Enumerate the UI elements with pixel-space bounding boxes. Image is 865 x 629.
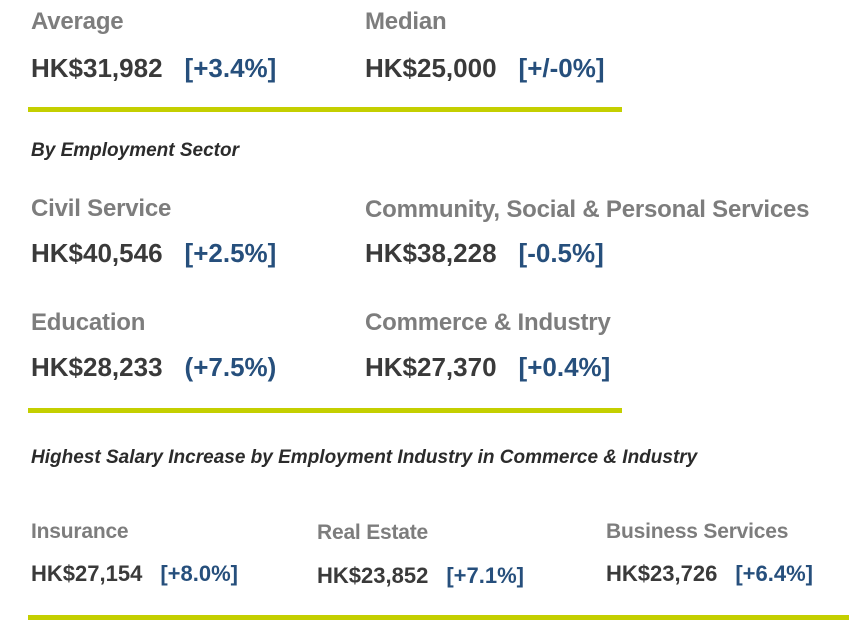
industry-stat-real-estate: HK$23,852 [+7.1%] [317, 563, 524, 589]
sector-stat-commerce-industry: HK$27,370 [+0.4%] [365, 352, 610, 383]
sector-label-commerce-industry: Commerce & Industry [365, 309, 611, 336]
sector-label-community-services: Community, Social & Personal Services [365, 196, 810, 223]
sector-value: HK$40,546 [31, 238, 163, 268]
average-change: [+3.4%] [184, 53, 277, 83]
sector-value: HK$27,370 [365, 352, 497, 382]
industry-value: HK$23,852 [317, 563, 429, 588]
sector-value: HK$38,228 [365, 238, 497, 268]
sector-stat-education: HK$28,233 (+7.5%) [31, 352, 276, 383]
industry-change: [+7.1%] [446, 563, 524, 588]
median-stat: HK$25,000 [+/-0%] [365, 53, 605, 84]
sector-label-civil-service: Civil Service [31, 195, 172, 222]
industry-heading: Highest Salary Increase by Employment In… [31, 447, 698, 468]
sector-stat-community-services: HK$38,228 [-0.5%] [365, 238, 604, 269]
divider-rule-2 [28, 408, 622, 413]
sector-stat-civil-service: HK$40,546 [+2.5%] [31, 238, 276, 269]
average-stat: HK$31,982 [+3.4%] [31, 53, 276, 84]
industry-label-business-services: Business Services [606, 520, 789, 543]
divider-rule-3 [28, 615, 849, 620]
average-value: HK$31,982 [31, 53, 163, 83]
median-value: HK$25,000 [365, 53, 497, 83]
industry-value: HK$27,154 [31, 561, 143, 586]
industry-stat-insurance: HK$27,154 [+8.0%] [31, 561, 238, 587]
divider-rule-1 [28, 107, 622, 112]
industry-stat-business-services: HK$23,726 [+6.4%] [606, 561, 813, 587]
industry-change: [+6.4%] [735, 561, 813, 586]
industry-label-real-estate: Real Estate [317, 521, 429, 544]
average-label: Average [31, 8, 124, 35]
sector-value: HK$28,233 [31, 352, 163, 382]
sector-change: [+0.4%] [518, 352, 611, 382]
sector-label-education: Education [31, 309, 146, 336]
industry-label-insurance: Insurance [31, 520, 129, 543]
sector-change: [-0.5%] [518, 238, 604, 268]
industry-change: [+8.0%] [160, 561, 238, 586]
sector-change: (+7.5%) [184, 352, 277, 382]
industry-value: HK$23,726 [606, 561, 718, 586]
sector-change: [+2.5%] [184, 238, 277, 268]
median-change: [+/-0%] [518, 53, 605, 83]
median-label: Median [365, 8, 447, 35]
sector-heading: By Employment Sector [31, 140, 239, 161]
